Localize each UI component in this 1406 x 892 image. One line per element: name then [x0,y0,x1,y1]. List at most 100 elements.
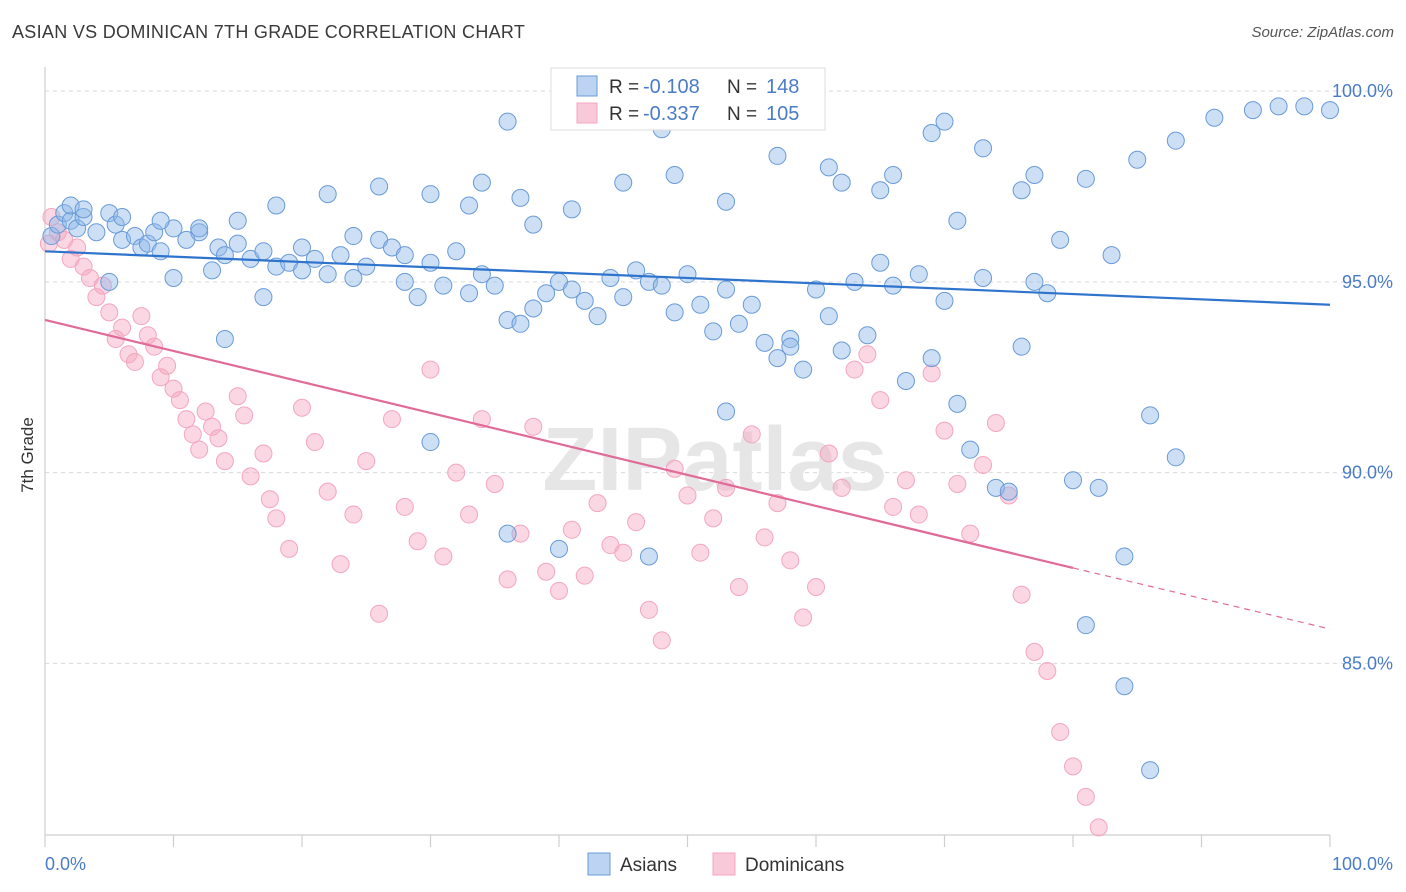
data-point-dominicans [678,486,697,505]
data-point-asians [1205,108,1224,127]
data-point-dominicans [421,360,440,379]
legend-n-value: 105 [766,103,799,125]
data-point-asians [395,246,414,265]
data-point-asians [318,185,337,204]
y-tick-label: 95.0% [1342,272,1393,292]
data-point-asians [819,307,838,326]
data-point-dominicans [164,379,183,398]
data-point-asians [254,288,273,307]
data-point-dominicans [1038,661,1057,680]
data-point-dominicans [550,581,568,600]
data-point-asians [472,173,491,192]
data-point-dominicans [498,570,517,589]
legend-swatch-asians [576,75,598,97]
data-point-asians [871,253,890,272]
data-point-asians [999,482,1018,501]
legend-label-dominicans: Dominicans [745,855,844,876]
data-point-asians [1166,131,1185,150]
data-point-asians [948,394,967,413]
trendline-dominicans [44,318,1074,570]
data-point-asians [768,146,787,165]
data-point-dominicans [1076,787,1095,806]
legend-bottom: Asians Dominicans [587,852,844,876]
data-point-asians [665,303,684,322]
data-point-dominicans [183,425,202,444]
data-point-dominicans [768,494,787,513]
data-point-asians [1102,246,1121,265]
data-point-asians [691,295,710,314]
data-point-asians [537,284,556,303]
data-point-asians [665,166,684,185]
data-point-asians [832,173,851,192]
data-point-dominicans [627,513,646,532]
data-point-asians [421,253,440,272]
legend-n-label: N = [727,104,757,125]
data-point-dominicans [819,444,838,463]
data-point-asians [42,227,61,246]
legend-r-label: R = [609,77,639,98]
data-point-asians [460,196,479,215]
y-tick-label: 100.0% [1332,81,1393,101]
data-point-dominicans [74,257,93,276]
data-point-dominicans [305,433,324,452]
legend-n-label: N = [727,77,757,98]
data-point-asians [742,295,761,314]
x-tick-label: 0.0% [45,854,86,874]
data-point-asians [678,265,697,284]
data-point-asians [1321,101,1339,120]
data-point-asians [588,307,607,326]
data-point-dominicans [974,455,993,474]
data-point-dominicans [485,475,504,494]
data-point-asians [575,291,594,310]
data-point-asians [1012,181,1031,200]
data-point-asians [614,173,633,192]
data-point-asians [87,223,106,242]
data-point-dominicans [293,398,311,417]
data-point-asians [961,440,980,459]
legend-n-value: 148 [766,76,799,98]
data-point-dominicans [215,452,234,471]
data-point-asians [151,211,170,230]
data-point-asians [755,333,774,352]
data-point-dominicans [909,505,928,524]
legend-r-label: R = [609,104,639,125]
data-point-asians [974,269,993,288]
data-point-dominicans [132,307,151,326]
legend-stats: R = -0.108 N = 148 R = -0.337 N = 105 [550,67,826,131]
watermark: ZIPatlas [542,410,887,510]
data-point-dominicans [1051,722,1070,741]
data-point-asians [293,238,311,257]
data-point-asians [1025,272,1044,291]
data-point-asians [1076,169,1095,188]
data-point-asians [485,276,504,295]
data-point-asians [74,207,93,226]
data-point-asians [68,219,87,238]
data-point-asians [562,200,581,219]
data-point-asians [1141,406,1160,425]
data-point-asians [357,257,376,276]
data-point-asians [209,238,228,257]
data-point-dominicans [588,494,607,513]
data-point-dominicans [524,417,543,436]
legend-r-value: -0.108 [643,76,700,98]
data-point-dominicans [948,475,967,494]
data-point-dominicans [158,356,177,375]
data-point-dominicans [254,444,273,463]
data-point-dominicans [113,318,132,337]
data-point-asians [1269,97,1288,116]
data-point-asians [832,341,851,360]
data-point-asians [228,234,247,253]
data-point-asians [190,219,209,238]
data-point-dominicans [125,352,144,371]
data-point-asians [106,215,125,234]
data-point-asians [331,246,350,265]
data-point-asians [254,242,273,261]
data-point-dominicans [357,452,376,471]
data-point-asians [948,211,967,230]
y-tick-label: 90.0% [1342,463,1393,483]
data-point-dominicans [235,406,254,425]
data-point-dominicans [1012,585,1031,604]
data-point-dominicans [1064,757,1082,776]
chart-source: Source: ZipAtlas.com [1251,24,1394,41]
data-point-asians [344,269,363,288]
